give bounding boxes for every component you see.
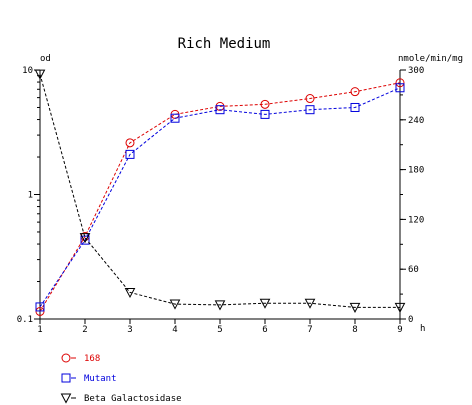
right-tick-label: 0 — [408, 315, 413, 325]
data-point — [304, 298, 316, 309]
data-point — [215, 105, 225, 115]
x-axis-label: h — [420, 324, 425, 334]
series-line — [39, 74, 400, 308]
data-point — [349, 302, 361, 313]
right-tick-label: 60 — [408, 265, 419, 275]
data-point — [170, 113, 180, 123]
data-point — [80, 235, 90, 245]
left-axis-label: od — [40, 54, 51, 64]
x-tick-label: 6 — [262, 325, 267, 335]
data-point — [350, 102, 360, 112]
legend-label: Mutant — [84, 374, 117, 384]
series-line — [39, 87, 401, 308]
series-line — [39, 82, 401, 312]
data-point — [395, 83, 405, 93]
legend-marker — [61, 373, 71, 383]
data-point — [35, 302, 45, 312]
data-point — [125, 149, 135, 159]
data-point — [214, 300, 226, 311]
legend-item: Beta Galactosidase — [60, 393, 182, 404]
legend-item: Mutant — [61, 373, 117, 384]
series-beta-galactosidase — [34, 69, 406, 313]
legend-label: 168 — [84, 354, 100, 364]
data-point — [350, 87, 360, 97]
legend-label: Beta Galactosidase — [84, 394, 182, 404]
series-layer — [34, 69, 406, 316]
left-tick-label: 0.1 — [17, 315, 33, 325]
series-mutant — [35, 83, 405, 312]
x-tick-label: 9 — [397, 325, 402, 335]
right-tick-label: 180 — [408, 166, 424, 176]
right-tick-label: 240 — [408, 116, 424, 126]
data-point — [305, 94, 315, 104]
left-tick-label: 10 — [22, 66, 33, 76]
x-tick-label: 8 — [352, 325, 357, 335]
data-point — [394, 302, 406, 313]
left-tick-label: 1 — [28, 191, 33, 201]
data-point — [169, 299, 181, 310]
right-axis-label: nmole/min/mg — [398, 54, 463, 64]
data-point — [395, 78, 405, 88]
x-tick-label: 3 — [127, 325, 132, 335]
data-point — [305, 105, 315, 115]
x-tick-label: 4 — [172, 325, 177, 335]
axes: 10 1 0.1 300 240 180 120 60 0 1 2 3 4 5 6 7 8 9 — [17, 66, 425, 335]
data-point — [259, 298, 271, 309]
x-tick-label: 2 — [82, 325, 87, 335]
right-tick-label: 120 — [408, 215, 424, 225]
data-point — [125, 138, 135, 148]
right-tick-label: 300 — [408, 66, 424, 76]
data-point — [124, 287, 136, 299]
data-point — [79, 233, 91, 244]
legend: 168 Mutant Beta Galactosidase — [60, 353, 182, 404]
legend-item: 168 — [61, 353, 100, 364]
legend-marker — [60, 393, 72, 404]
x-tick-label: 7 — [307, 325, 312, 335]
data-point — [34, 69, 46, 80]
data-point — [260, 109, 270, 119]
series-168 — [35, 78, 405, 316]
x-tick-label: 5 — [217, 325, 222, 335]
data-point — [35, 306, 45, 316]
chart-title: Rich Medium — [178, 36, 271, 52]
x-tick-label: 1 — [37, 325, 42, 335]
legend-marker — [61, 353, 71, 363]
data-point — [260, 99, 270, 109]
